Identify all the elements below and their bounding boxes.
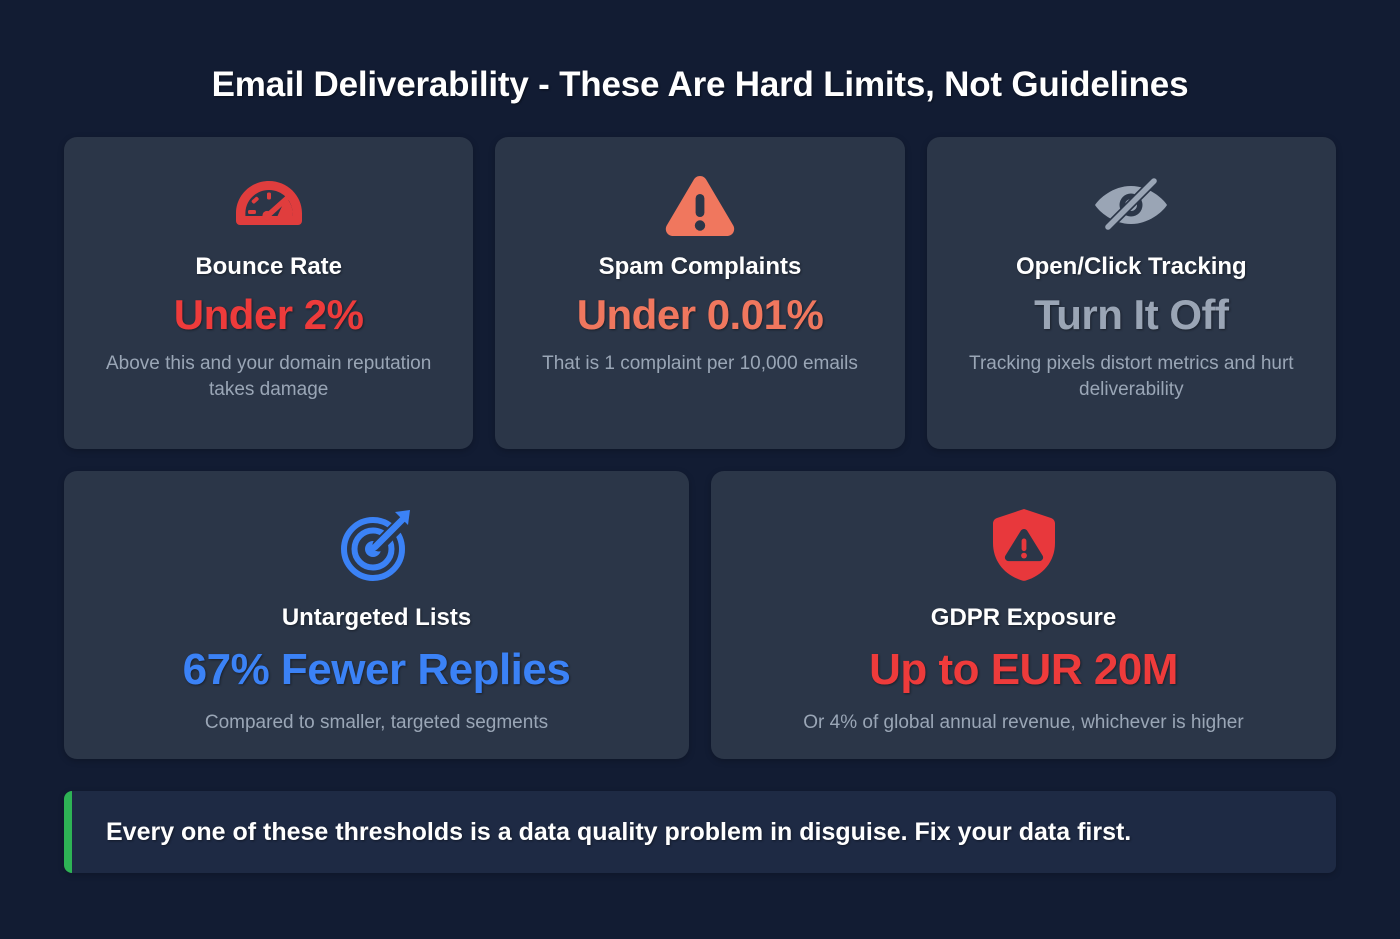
card-value: Under 2% xyxy=(173,291,364,339)
metric-card-row-top: Bounce Rate Under 2% Above this and your… xyxy=(64,136,1336,449)
card-value: Turn It Off xyxy=(1034,291,1229,339)
card-title: Untargeted Lists xyxy=(281,603,472,631)
card-value: Up to EUR 20M xyxy=(869,644,1178,694)
metric-card-open-click-tracking: Open/Click Tracking Turn It Off Tracking… xyxy=(926,136,1336,449)
eye-off-icon xyxy=(1091,167,1171,243)
card-title: GDPR Exposure xyxy=(930,603,1117,631)
card-title: Bounce Rate xyxy=(195,252,343,280)
target-arrow-icon xyxy=(339,499,415,592)
metric-card-bounce-rate: Bounce Rate Under 2% Above this and your… xyxy=(64,136,474,449)
card-description: Tracking pixels distort metrics and hurt… xyxy=(969,352,1294,400)
card-description: Or 4% of global annual revenue, whicheve… xyxy=(803,712,1244,734)
card-description: Compared to smaller, targeted segments xyxy=(204,712,549,734)
warning-triangle-icon xyxy=(663,167,737,243)
card-title: Spam Complaints xyxy=(598,252,802,280)
metric-card-row-bottom: Untargeted Lists 67% Fewer Replies Compa… xyxy=(64,470,1336,759)
card-description: That is 1 complaint per 10,000 emails xyxy=(542,352,858,374)
shield-warning-icon xyxy=(991,499,1057,592)
page-title: Email Deliverability - These Are Hard Li… xyxy=(211,65,1189,104)
footer-callout-text: Every one of these thresholds is a data … xyxy=(106,817,1132,846)
metric-card-spam-complaints: Spam Complaints Under 0.01% That is 1 co… xyxy=(495,136,905,449)
card-value: 67% Fewer Replies xyxy=(182,644,571,694)
speedometer-icon xyxy=(233,167,305,243)
footer-callout-banner: Every one of these thresholds is a data … xyxy=(64,790,1336,873)
metric-card-untargeted-lists: Untargeted Lists 67% Fewer Replies Compa… xyxy=(64,470,689,759)
metric-card-gdpr-exposure: GDPR Exposure Up to EUR 20M Or 4% of glo… xyxy=(711,470,1336,759)
card-description: Above this and your domain reputation ta… xyxy=(105,352,432,400)
card-title: Open/Click Tracking xyxy=(1015,252,1247,280)
card-value: Under 0.01% xyxy=(576,291,824,339)
